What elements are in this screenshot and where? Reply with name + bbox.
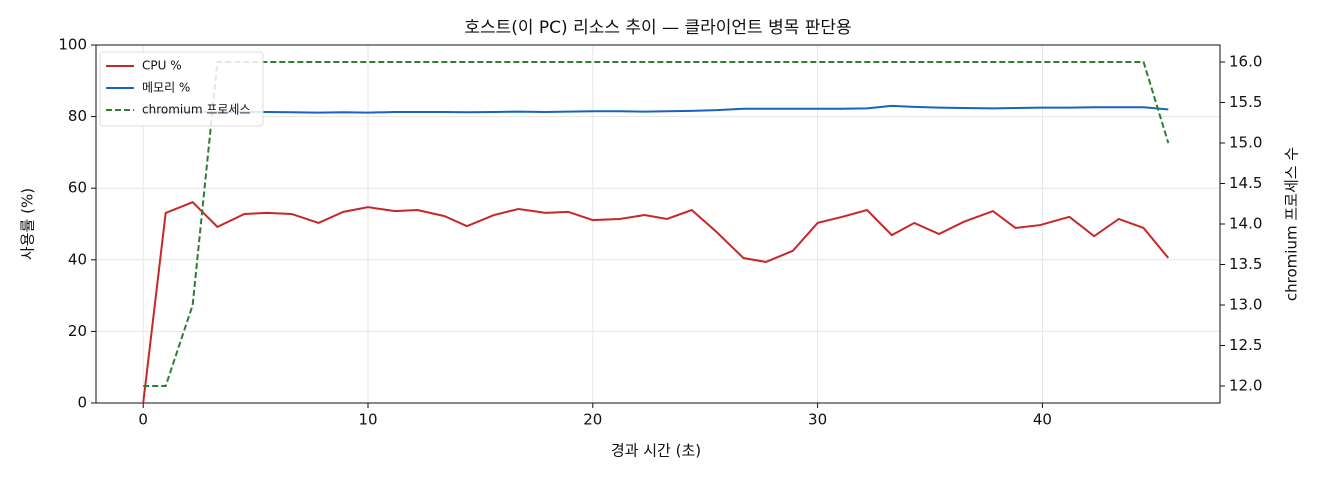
x-tick-label: 30 [808,411,827,429]
y2-tick-label: 15.0 [1229,134,1262,152]
chart-title: 호스트(이 PC) 리소스 추이 — 클라이언트 병목 판단용 [464,18,851,38]
y2-tick-label: 12.0 [1229,376,1262,394]
y-tick-label: 100 [58,36,87,54]
x-tick-label: 10 [358,411,377,429]
legend-label: 메모리 % [142,81,190,95]
legend-box [99,51,264,127]
legend-label: CPU % [142,59,182,73]
y-tick-label: 80 [68,107,87,125]
y-tick-label: 40 [68,250,87,268]
y2-axis-label: chromium 프로세스 수 [1283,147,1301,301]
y-tick-label: 60 [68,179,87,197]
y-axis-label: 사용률 (%) [19,188,37,260]
y2-tick-label: 16.0 [1229,53,1262,71]
y2-tick-label: 13.5 [1229,255,1262,273]
x-tick-label: 0 [138,411,148,429]
legend-label: chromium 프로세스 [142,103,251,117]
y2-tick-label: 14.0 [1229,215,1262,233]
series-line [143,104,1169,114]
y2-tick-label: 14.5 [1229,174,1262,192]
x-tick-label: 40 [1033,411,1052,429]
y2-tick-label: 12.5 [1229,336,1262,354]
y-tick-label: 20 [68,322,87,340]
x-tick-label: 20 [583,411,602,429]
series-line [142,200,1170,404]
plot-frame [95,44,1221,404]
y2-tick-label: 13.0 [1229,295,1262,313]
y2-tick-label: 15.5 [1229,93,1262,111]
x-axis-label: 경과 시간 (초) [611,442,701,460]
y-tick-label: 0 [77,394,87,412]
